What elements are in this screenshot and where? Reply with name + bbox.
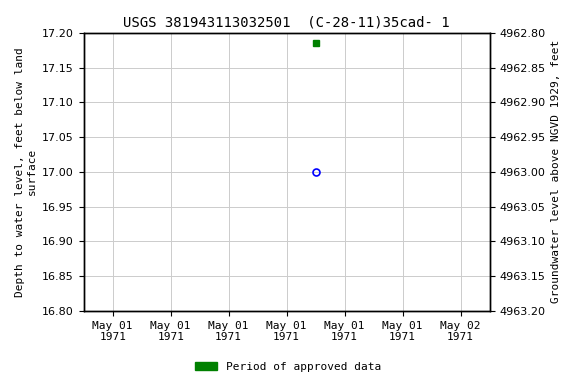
Y-axis label: Depth to water level, feet below land
surface: Depth to water level, feet below land su… [15, 47, 37, 297]
Y-axis label: Groundwater level above NGVD 1929, feet: Groundwater level above NGVD 1929, feet [551, 40, 561, 303]
Title: USGS 381943113032501  (C-28-11)35cad- 1: USGS 381943113032501 (C-28-11)35cad- 1 [123, 15, 450, 29]
Legend: Period of approved data: Period of approved data [191, 358, 385, 377]
